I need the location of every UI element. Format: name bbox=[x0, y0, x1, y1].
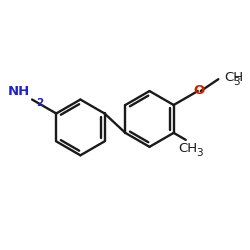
Text: CH: CH bbox=[224, 72, 244, 85]
Text: NH: NH bbox=[8, 84, 30, 98]
Text: 3: 3 bbox=[233, 77, 239, 87]
Text: CH: CH bbox=[178, 142, 198, 155]
Text: O: O bbox=[193, 84, 204, 96]
Text: 3: 3 bbox=[196, 148, 203, 158]
Text: 2: 2 bbox=[36, 98, 44, 108]
